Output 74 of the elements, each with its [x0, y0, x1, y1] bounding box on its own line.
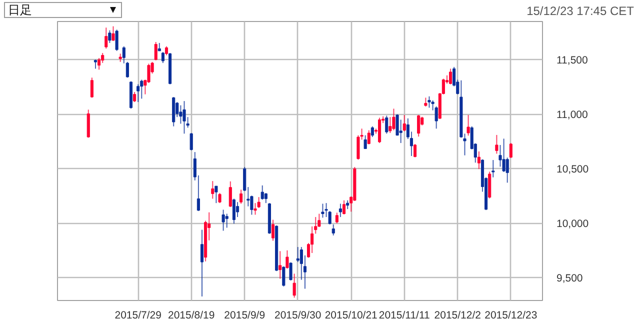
x-tick-label: 2015/8/19: [168, 310, 215, 322]
candlestick: [367, 130, 370, 145]
candlestick: [86, 109, 90, 138]
candlestick: [278, 250, 282, 280]
candlestick: [370, 126, 374, 138]
candlestick: [108, 30, 112, 44]
candlestick: [392, 108, 396, 131]
candlestick: [292, 273, 296, 298]
text: 15/12/23 17:45 CET: [526, 3, 634, 20]
candlestick: [449, 68, 452, 85]
x-tick-label: 2015/7/29: [114, 310, 162, 322]
candlestick: [488, 171, 492, 199]
candlestick: [236, 202, 240, 218]
candlestick: [140, 79, 144, 100]
candlestick: [271, 219, 275, 242]
candlestick: [190, 132, 193, 151]
candlestick: [282, 266, 286, 287]
candlestick: [385, 115, 388, 134]
candlestick: [402, 114, 406, 132]
candlestick: [260, 184, 264, 200]
candlestick: [222, 209, 225, 232]
x-tick-label: 2015/10/21: [324, 310, 378, 322]
candlestick: [182, 100, 186, 134]
candlestick: [378, 117, 382, 144]
candlestick: [338, 203, 342, 218]
candlestick: [232, 198, 236, 224]
candlestick: [218, 192, 222, 204]
x-tick-label: 2015/9/9: [224, 310, 266, 322]
candlestick: [342, 200, 346, 215]
candlestick: [112, 26, 115, 42]
candlestick: [332, 224, 335, 236]
candlestick: [228, 180, 232, 208]
candlestick: [154, 41, 158, 61]
y-tick-label: 10,000: [556, 218, 589, 230]
candlestick: [335, 212, 338, 224]
candlestick: [289, 262, 292, 281]
x-tick-label: 2015/11/11: [378, 310, 430, 322]
candlestick: [509, 142, 512, 158]
candlestick: [214, 186, 218, 204]
candlestick: [136, 84, 140, 103]
candlestick: [502, 138, 506, 173]
candlestick: [133, 92, 136, 103]
candlestick: [161, 52, 164, 64]
candlestick: [90, 77, 94, 98]
candlestick: [264, 192, 268, 204]
x-tick-label: 2015/9/30: [274, 310, 322, 322]
candlestick: [495, 134, 498, 154]
candlestick: [211, 180, 214, 200]
candlestick: [310, 226, 314, 254]
candlestick: [200, 229, 204, 297]
candlestick: [179, 104, 182, 124]
candlestick: [428, 96, 431, 108]
candlestick: [364, 134, 367, 150]
candlestick: [296, 246, 300, 263]
y-tick-label: 11,500: [556, 54, 588, 67]
candlestick: [225, 213, 228, 228]
candlestick: [477, 150, 480, 170]
x-tick-label: 2015/12/2: [434, 310, 482, 322]
candlestick: [254, 202, 257, 216]
text: 日足: [4, 2, 122, 18]
candlestick: [286, 250, 289, 270]
candlestick: [321, 203, 324, 218]
candlestick: [466, 114, 470, 136]
y-tick-label: 9,500: [556, 272, 583, 285]
candlestick: [240, 189, 243, 204]
y-tick-label: 10,500: [556, 164, 589, 176]
candlestick: [115, 29, 118, 52]
y-tick-label: 11,000: [556, 109, 588, 122]
candlestick: [492, 160, 495, 178]
candlestick: [104, 27, 108, 50]
candlestick: [417, 114, 420, 138]
x-tick-label: 2015/12/23: [484, 310, 538, 322]
candlestick: [94, 59, 98, 70]
candlestick: [414, 144, 417, 158]
